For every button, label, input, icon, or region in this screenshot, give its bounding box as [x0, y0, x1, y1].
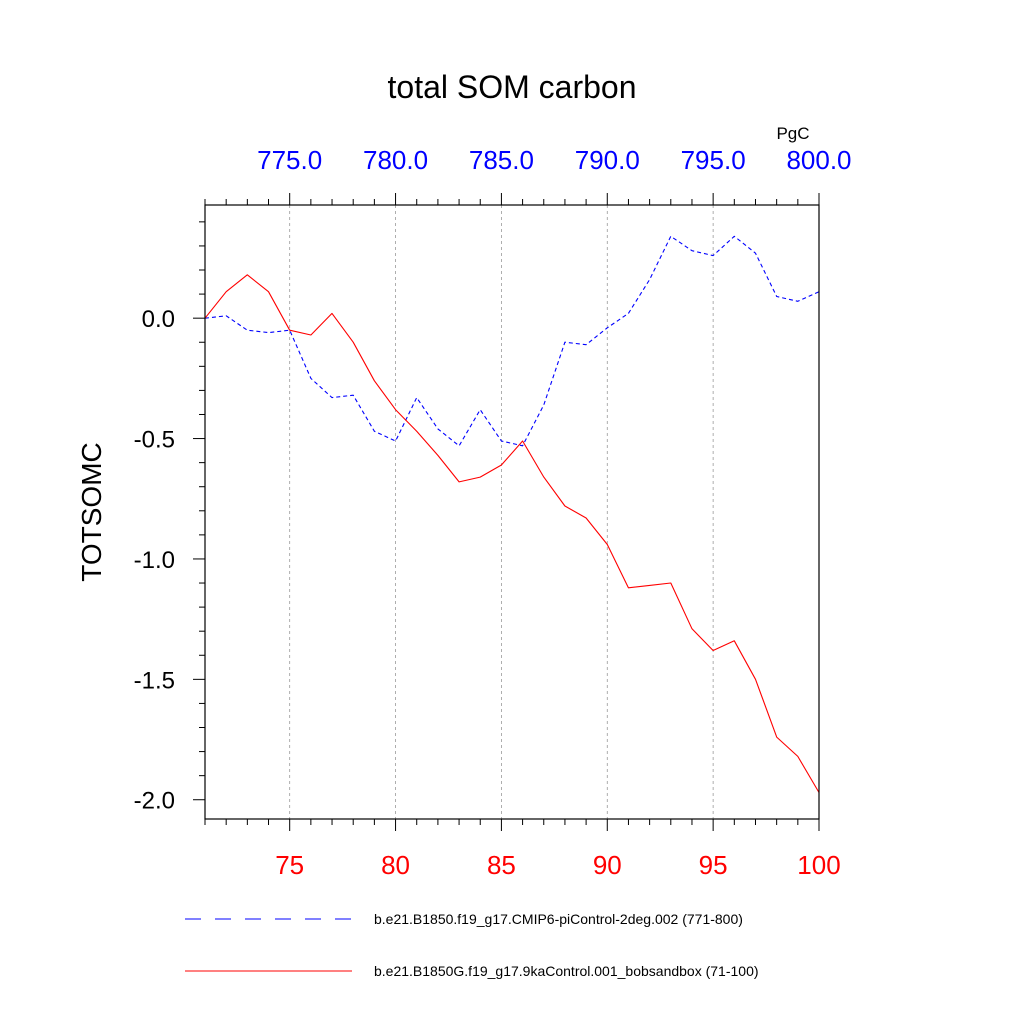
legend-label-blue: b.e21.B1850.f19_g17.CMIP6-piControl-2deg…	[374, 911, 743, 927]
x-tick-label-bottom: 90	[593, 850, 622, 880]
y-tick-label: -1.0	[134, 547, 175, 574]
ticks	[193, 193, 820, 831]
series-line-1	[204, 274, 820, 793]
legend: b.e21.B1850.f19_g17.CMIP6-piControl-2deg…	[185, 911, 759, 979]
y-tick-label: -0.5	[134, 427, 175, 454]
y-axis-label: TOTSOMC	[76, 442, 107, 581]
x-tick-label-bottom: 75	[275, 850, 304, 880]
series-line-0	[204, 235, 820, 447]
x-tick-label-bottom: 80	[381, 850, 410, 880]
chart-title: total SOM carbon	[388, 69, 637, 105]
x-tick-label-top: 795.0	[681, 145, 746, 175]
y-tick-label: -1.5	[134, 667, 175, 694]
legend-label-red: b.e21.B1850G.f19_g17.9kaControl.001_bobs…	[374, 963, 759, 979]
x-tick-label-bottom: 95	[699, 850, 728, 880]
x-tick-label-top: 800.0	[786, 145, 851, 175]
x-tick-label-top: 775.0	[257, 145, 322, 175]
plot-frame	[204, 204, 820, 820]
x-tick-label-bottom: 85	[487, 850, 516, 880]
y-tick-label: -2.0	[134, 788, 175, 815]
y-tick-label: 0.0	[142, 306, 175, 333]
tick-labels: 75 80 85 90 95 100 775.0 780.0 785.0 790.0 795.0 80…	[134, 145, 852, 880]
x-tick-label-top: 790.0	[575, 145, 640, 175]
x-tick-label-bottom: 100	[797, 850, 840, 880]
x-tick-label-top: 780.0	[363, 145, 428, 175]
x-tick-label-top: 785.0	[469, 145, 534, 175]
grid	[289, 205, 714, 819]
series-layer	[204, 235, 820, 793]
units-label: PgC	[776, 124, 809, 143]
